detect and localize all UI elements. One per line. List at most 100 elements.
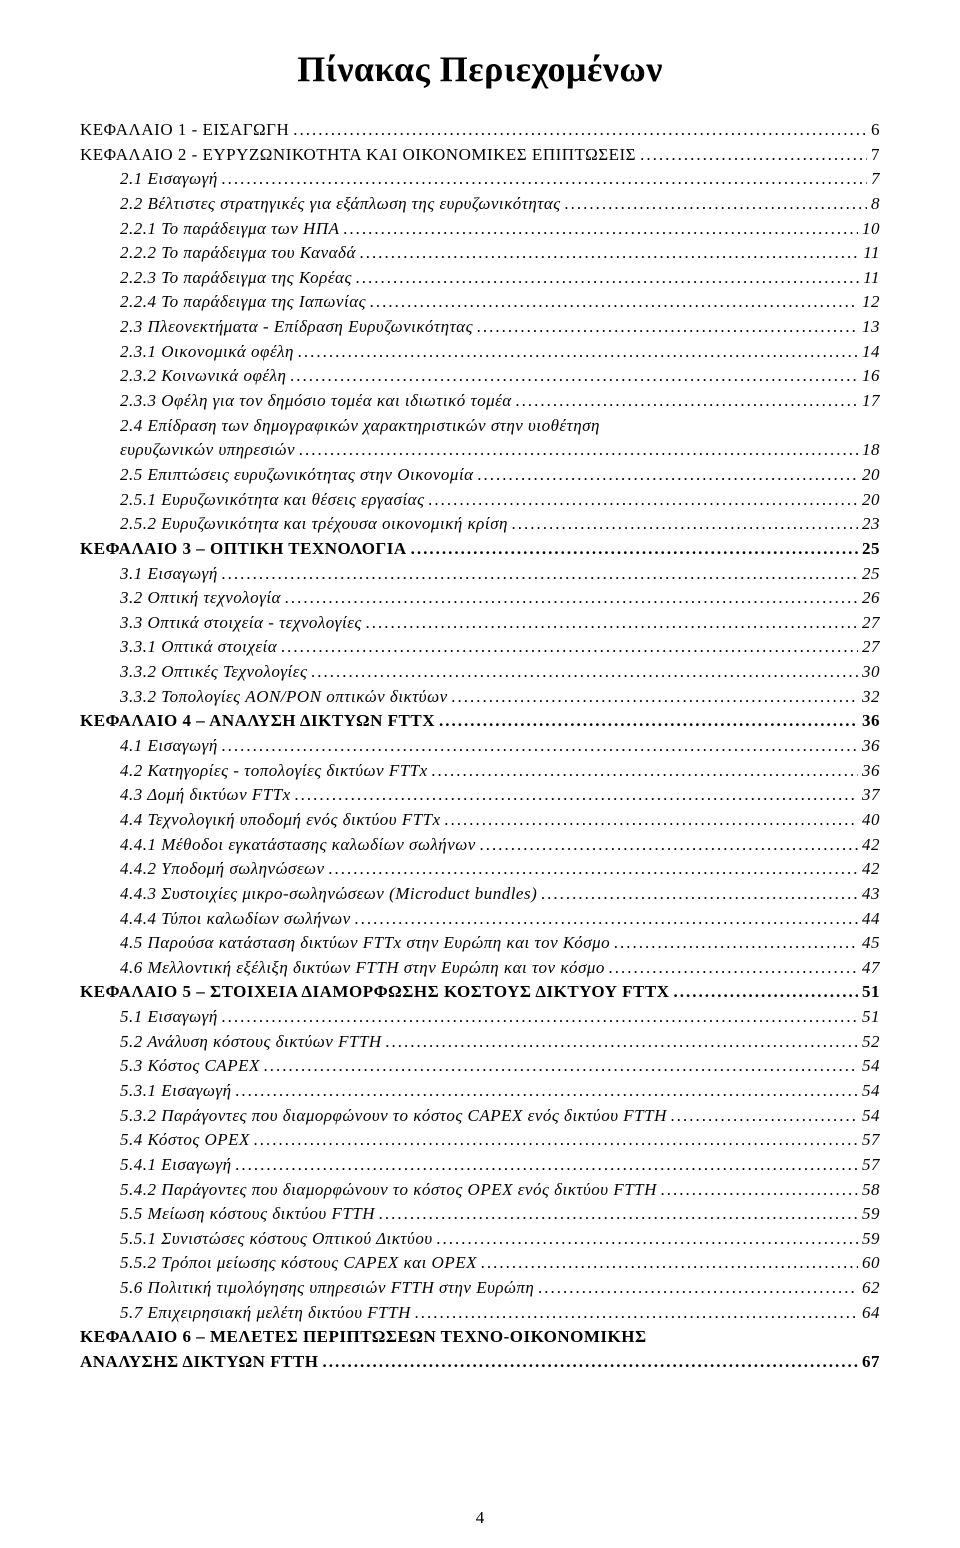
toc-leader: ........................................…: [379, 1202, 858, 1227]
page: Πίνακας Περιεχομένων ΚΕΦΑΛΑΙΟ 1 - ΕΙΣΑΓΩ…: [0, 0, 960, 1548]
toc-label: 2.5.2 Ευρυζωνικότητα και τρέχουσα οικονο…: [120, 512, 508, 537]
toc-leader: ........................................…: [428, 488, 858, 513]
table-of-contents: ΚΕΦΑΛΑΙΟ 1 - ΕΙΣΑΓΩΓΗ...................…: [80, 118, 880, 1375]
toc-page: 30: [862, 660, 880, 685]
toc-page: 64: [862, 1301, 880, 1326]
toc-leader: ........................................…: [640, 143, 867, 168]
toc-line: 5.3.1 Εισαγωγή..........................…: [120, 1079, 880, 1104]
toc-label: 5.5.1 Συνιστώσες κόστους Οπτικού Δικτύου: [120, 1227, 433, 1252]
toc-line: 2.2 Βέλτιστες στρατηγικές για εξάπλωση τ…: [120, 192, 880, 217]
toc-leader: ........................................…: [477, 315, 858, 340]
toc-page: 10: [862, 217, 880, 242]
toc-page: 60: [862, 1251, 880, 1276]
toc-label: 2.5.1 Ευρυζωνικότητα και θέσεις εργασίας: [120, 488, 424, 513]
toc-line: 2.3.1 Οικονομικά οφέλη..................…: [120, 340, 880, 365]
toc-leader: ........................................…: [415, 1301, 858, 1326]
toc-leader: ........................................…: [236, 1153, 859, 1178]
toc-leader: ........................................…: [222, 1005, 858, 1030]
toc-label: 5.3.2 Παράγοντες που διαμορφώνουν το κόσ…: [120, 1104, 667, 1129]
toc-line: 5.6 Πολιτική τιμολόγησης υπηρεσιών FTTH …: [120, 1276, 880, 1301]
toc-line: 4.4 Τεχνολογική υποδομή ενός δικτύου FTT…: [120, 808, 880, 833]
toc-page: 27: [862, 611, 880, 636]
toc-label: 4.4.3 Συστοιχίες μικρο-σωληνώσεων (Micro…: [120, 882, 537, 907]
toc-page: 42: [862, 833, 880, 858]
toc-line: 2.1 Εισαγωγή............................…: [120, 167, 880, 192]
toc-label: 5.5 Μείωση κόστους δικτύου FTTH: [120, 1202, 375, 1227]
toc-page: 54: [862, 1104, 880, 1129]
toc-label-continuation: ευρυζωνικών υπηρεσιών: [120, 438, 295, 463]
toc-page: 32: [862, 685, 880, 710]
toc-label: 2.5 Επιπτώσεις ευρυζωνικότητας στην Οικο…: [120, 463, 474, 488]
toc-leader: ........................................…: [360, 241, 859, 266]
toc-label: 5.4.2 Παράγοντες που διαμορφώνουν το κόσ…: [120, 1178, 657, 1203]
toc-page: 16: [862, 364, 880, 389]
toc-label: 2.3.3 Οφέλη για τον δημόσιο τομέα και ιδ…: [120, 389, 512, 414]
toc-page: 44: [862, 907, 880, 932]
toc-label: ΚΕΦΑΛΑΙΟ 5 – ΣΤΟΙΧΕΙΑ ΔΙΑΜΟΡΦΩΣΗΣ ΚΟΣΤΟΥ…: [80, 980, 670, 1005]
toc-leader: ........................................…: [541, 882, 858, 907]
toc-line: 2.3 Πλεονεκτήματα - Επίδραση Ευρυζωνικότ…: [120, 315, 880, 340]
toc-line: 5.4.1 Εισαγωγή..........................…: [120, 1153, 880, 1178]
toc-line: 2.2.2 Το παράδειγμα του Καναδά..........…: [120, 241, 880, 266]
toc-page: 20: [862, 488, 880, 513]
toc-leader: ........................................…: [478, 463, 858, 488]
toc-label: 5.2 Ανάλυση κόστους δικτύων FTTH: [120, 1030, 382, 1055]
toc-page: 8: [871, 192, 880, 217]
toc-label: 3.3 Οπτικά στοιχεία - τεχνολογίες: [120, 611, 362, 636]
page-number: 4: [0, 1508, 960, 1528]
toc-line: 2.5 Επιπτώσεις ευρυζωνικότητας στην Οικο…: [120, 463, 880, 488]
toc-page: 25: [862, 537, 880, 562]
toc-label: 2.3.2 Κοινωνικά οφέλη: [120, 364, 286, 389]
toc-page: 20: [862, 463, 880, 488]
toc-line: 5.3 Κόστος CAPEX........................…: [120, 1054, 880, 1079]
toc-label: 3.1 Εισαγωγή: [120, 562, 218, 587]
toc-label: 2.3 Πλεονεκτήματα - Επίδραση Ευρυζωνικότ…: [120, 315, 473, 340]
toc-leader: ........................................…: [516, 389, 858, 414]
toc-leader: ........................................…: [674, 980, 859, 1005]
toc-line: ΑΝΑΛΥΣΗΣ ΔΙΚΤΥΩΝ FTTH...................…: [80, 1350, 880, 1375]
toc-leader: ........................................…: [480, 833, 858, 858]
toc-leader: ........................................…: [293, 118, 867, 143]
toc-label: 3.3.1 Οπτικά στοιχεία: [120, 635, 277, 660]
toc-label: 2.2 Βέλτιστες στρατηγικές για εξάπλωση τ…: [120, 192, 561, 217]
toc-page: 47: [862, 956, 880, 981]
toc-line: 2.2.4 Το παράδειγμα της Ιαπωνίας........…: [120, 290, 880, 315]
toc-line: ΚΕΦΑΛΑΙΟ 2 - ΕΥΡΥΖΩΝΙΚΟΤΗΤΑ ΚΑΙ ΟΙΚΟΝΟΜΙ…: [80, 143, 880, 168]
toc-page: 14: [862, 340, 880, 365]
toc-line: 2.5.2 Ευρυζωνικότητα και τρέχουσα οικονο…: [120, 512, 880, 537]
toc-page: 7: [871, 167, 880, 192]
toc-page: 67: [862, 1350, 880, 1375]
toc-label: 4.4 Τεχνολογική υποδομή ενός δικτύου FTT…: [120, 808, 441, 833]
toc-line: 2.3.3 Οφέλη για τον δημόσιο τομέα και ιδ…: [120, 389, 880, 414]
toc-label: 5.5.2 Τρόποι μείωσης κόστους CAPEX και O…: [120, 1251, 477, 1276]
toc-line: 5.5.2 Τρόποι μείωσης κόστους CAPEX και O…: [120, 1251, 880, 1276]
toc-line: 3.3 Οπτικά στοιχεία - τεχνολογίες.......…: [120, 611, 880, 636]
toc-line: 5.3.2 Παράγοντες που διαμορφώνουν το κόσ…: [120, 1104, 880, 1129]
toc-page: 52: [862, 1030, 880, 1055]
toc-line: ΚΕΦΑΛΑΙΟ 5 – ΣΤΟΙΧΕΙΑ ΔΙΑΜΟΡΦΩΣΗΣ ΚΟΣΤΟΥ…: [80, 980, 880, 1005]
toc-leader: ........................................…: [299, 438, 858, 463]
toc-page: 42: [862, 857, 880, 882]
toc-page: 18: [862, 438, 880, 463]
toc-leader: ........................................…: [614, 931, 858, 956]
toc-label: 5.7 Επιχειρησιακή μελέτη δικτύου FTTH: [120, 1301, 411, 1326]
toc-page: 58: [862, 1178, 880, 1203]
toc-leader: ........................................…: [329, 857, 858, 882]
toc-page: 40: [862, 808, 880, 833]
toc-line: 3.3.2 Οπτικές Τεχνολογίες...............…: [120, 660, 880, 685]
toc-leader: ........................................…: [311, 660, 858, 685]
toc-page: 36: [862, 759, 880, 784]
toc-label: 5.3.1 Εισαγωγή: [120, 1079, 232, 1104]
toc-label: 5.3 Κόστος CAPEX: [120, 1054, 260, 1079]
toc-page: 6: [871, 118, 880, 143]
toc-page: 59: [862, 1202, 880, 1227]
toc-line: 2.4 Επίδραση των δημογραφικών χαρακτηρισ…: [120, 414, 880, 439]
toc-line: ΚΕΦΑΛΑΙΟ 3 – ΟΠΤΙΚΗ ΤΕΧΝΟΛΟΓΙΑ..........…: [80, 537, 880, 562]
toc-page: 7: [871, 143, 880, 168]
toc-line: 4.3 Δομή δικτύων FTTx...................…: [120, 783, 880, 808]
toc-label: 2.3.1 Οικονομικά οφέλη: [120, 340, 294, 365]
toc-leader: ........................................…: [222, 167, 867, 192]
toc-line: 3.1 Εισαγωγή............................…: [120, 562, 880, 587]
toc-page: 54: [862, 1079, 880, 1104]
toc-label: ΚΕΦΑΛΑΙΟ 3 – ΟΠΤΙΚΗ ΤΕΧΝΟΛΟΓΙΑ: [80, 537, 407, 562]
